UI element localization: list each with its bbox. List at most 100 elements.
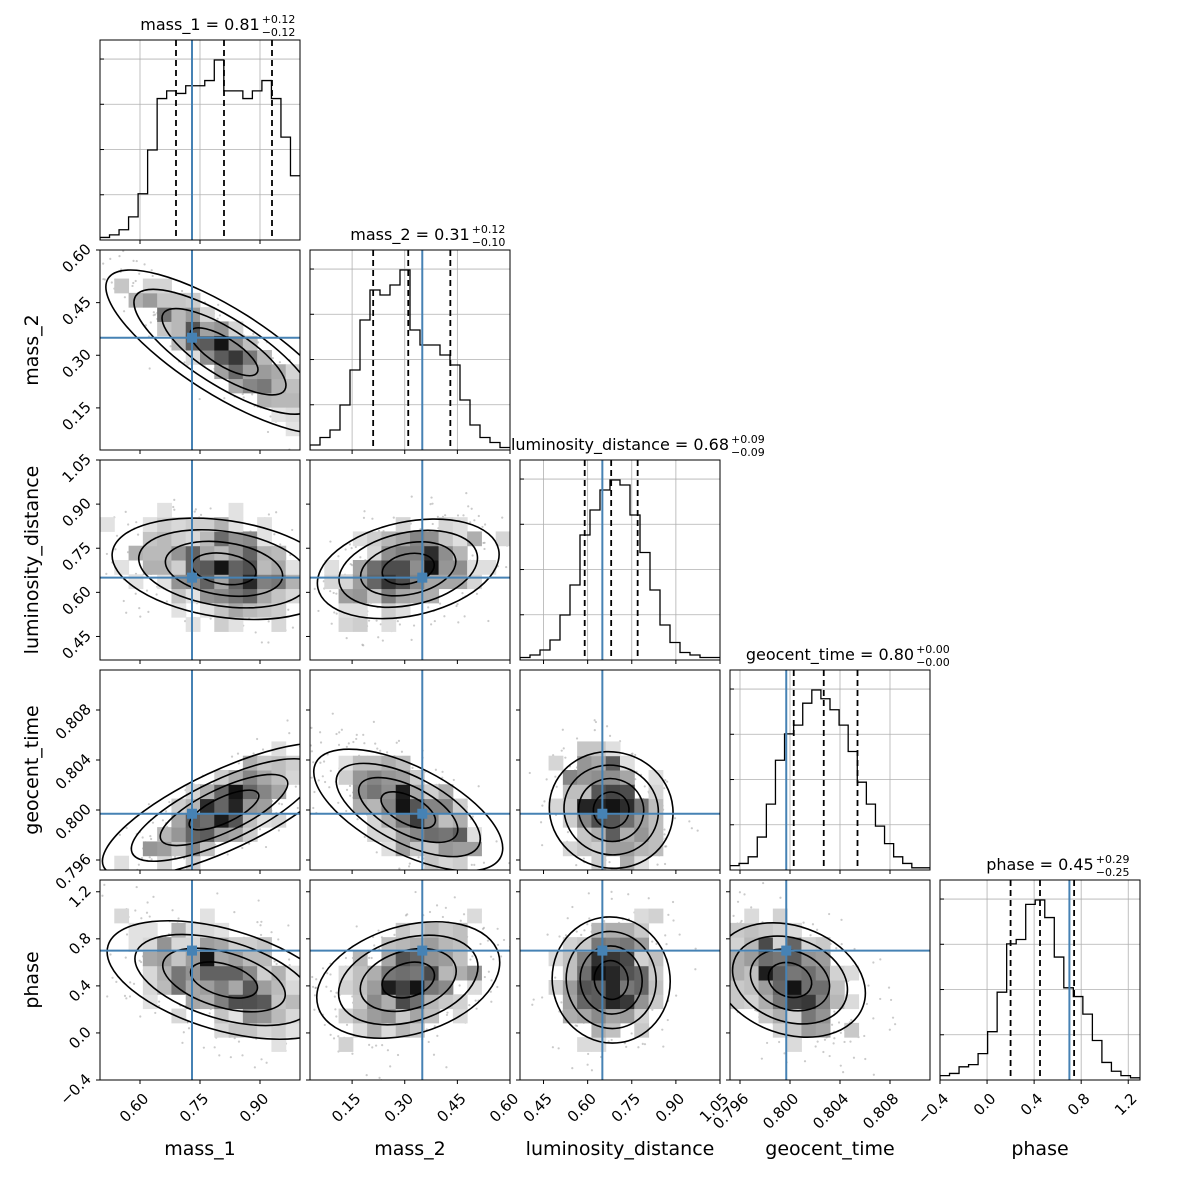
scatter-point	[634, 753, 637, 757]
scatter-point	[82, 923, 84, 925]
contour	[161, 307, 287, 396]
scatter-point	[313, 430, 315, 432]
density-cell	[367, 798, 382, 814]
scatter-point	[135, 259, 138, 263]
scatter-point	[470, 507, 473, 510]
scatter-point	[481, 525, 484, 529]
panel-frame	[729, 669, 931, 871]
contour	[357, 776, 459, 844]
density-cell	[271, 588, 287, 604]
contour	[101, 742, 300, 870]
scatter-point	[101, 894, 104, 897]
scatter-point	[304, 772, 306, 774]
scatter-point	[641, 871, 643, 873]
scatter-point	[139, 615, 142, 618]
scatter-point	[302, 786, 304, 788]
contour	[316, 518, 500, 620]
scatter-point	[386, 751, 389, 754]
density-cell	[171, 545, 187, 561]
scatter-point	[315, 755, 317, 757]
density-cell	[452, 517, 468, 532]
density-cell	[452, 545, 468, 561]
title-err-minus: −0.09	[731, 446, 765, 459]
contour	[133, 288, 300, 416]
scatter-point	[593, 729, 596, 732]
scatter-point	[663, 862, 667, 866]
density-cell	[285, 421, 300, 437]
scatter-point	[467, 889, 469, 891]
panel-geocent_time-vs-luminosity_distance	[516, 669, 721, 890]
density-cell	[648, 841, 664, 857]
scatter-point	[577, 874, 579, 876]
scatter-point	[332, 591, 335, 595]
scatter-point	[410, 638, 413, 642]
density-cell	[185, 517, 201, 532]
density-cell	[367, 755, 382, 771]
scatter-point	[122, 250, 125, 253]
scatter-point	[467, 505, 470, 508]
scatter-point	[433, 619, 436, 623]
scatter-point	[124, 510, 127, 513]
density-cell	[395, 545, 411, 561]
scatter-point	[605, 888, 607, 890]
density-cell	[395, 517, 411, 532]
scatter-point	[471, 554, 474, 557]
scatter-point	[313, 587, 316, 591]
scatter-point	[118, 833, 121, 836]
density-cell	[352, 531, 368, 547]
scatter-point	[181, 1041, 184, 1044]
density-cell	[424, 588, 440, 604]
panel-frame	[519, 459, 721, 661]
density-cell	[257, 392, 272, 408]
scatter-point	[465, 875, 467, 877]
scatter-point	[338, 437, 340, 439]
density-cell	[257, 378, 272, 394]
contour	[111, 517, 300, 621]
density-cell	[577, 827, 592, 842]
density-cell	[228, 798, 244, 814]
density-cell	[214, 574, 230, 590]
density-cell	[271, 574, 287, 590]
scatter-point	[169, 345, 172, 348]
density-cell	[171, 827, 187, 842]
scatter-point	[469, 521, 472, 524]
scatter-point	[363, 742, 366, 745]
scatter-point	[174, 874, 176, 876]
scatter-point	[316, 565, 318, 567]
scatter-point	[310, 750, 314, 753]
scatter-point	[213, 1046, 216, 1049]
density-cell	[171, 335, 187, 351]
scatter-point	[437, 890, 439, 892]
density-cell	[424, 560, 440, 575]
scatter-point	[173, 498, 176, 501]
density-cell	[128, 292, 144, 308]
scatter-point	[456, 514, 460, 517]
truth-marker	[417, 572, 428, 583]
panel-frame	[309, 669, 511, 871]
scatter-point	[474, 886, 476, 888]
scatter-point	[279, 543, 282, 546]
density-cell	[548, 755, 564, 771]
scatter-point	[304, 570, 306, 572]
scatter-point	[338, 738, 340, 740]
density-cell	[367, 588, 382, 604]
scatter-point	[306, 760, 308, 762]
scatter-point	[622, 875, 624, 877]
histogram-geocent_time	[730, 689, 930, 870]
scatter-point	[307, 586, 309, 588]
scatter-point	[158, 1000, 161, 1003]
density-cell	[605, 741, 621, 757]
scatter-point	[137, 863, 140, 866]
scatter-point	[455, 604, 458, 608]
scatter-point	[423, 877, 425, 879]
scatter-point	[561, 728, 564, 731]
scatter-point	[326, 392, 328, 394]
density-cell	[410, 784, 425, 800]
scatter-point	[304, 584, 306, 586]
density-cell	[242, 784, 258, 800]
density-cell	[242, 827, 258, 842]
scatter-point	[514, 528, 516, 530]
density-cell	[257, 350, 272, 365]
scatter-point	[138, 606, 141, 610]
scatter-point	[345, 637, 348, 640]
